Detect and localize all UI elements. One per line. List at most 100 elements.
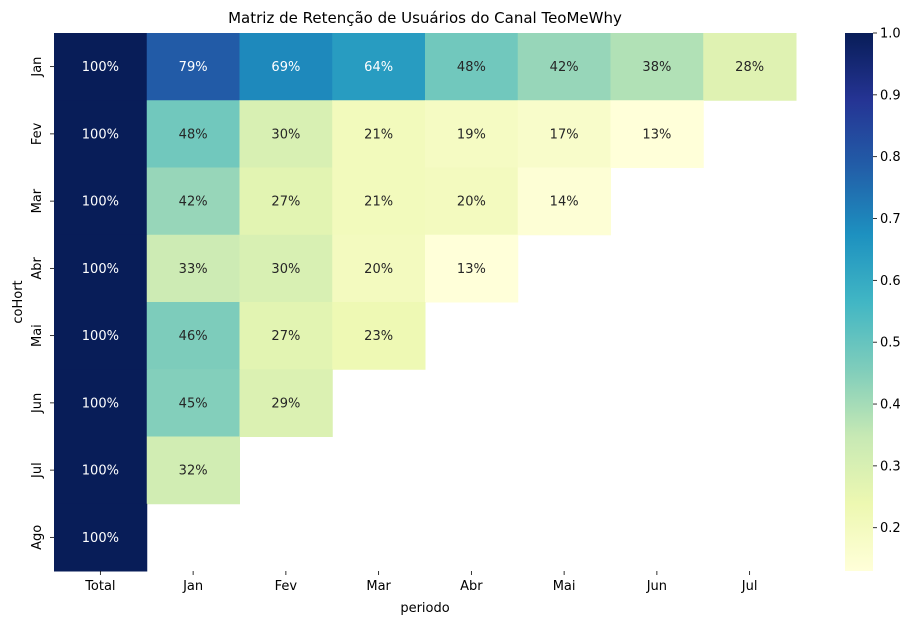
cell-mar-mar [332,167,426,236]
cell-fev-mar [332,100,426,168]
colorbar-tick-label: 0.6 [880,274,901,289]
cell-label: 29% [271,396,300,411]
cell-label: 17% [550,127,579,142]
cell-ago-total [54,503,148,572]
cell-label: 42% [179,195,208,210]
cell-fev-total [54,100,148,168]
cell-abr-abr [425,234,519,303]
y-tick-label: Fev [30,122,45,145]
cell-label: 21% [364,127,393,142]
cell-label: 27% [271,195,300,210]
x-tick-label: Mar [366,579,391,594]
cell-label: 20% [364,262,393,277]
cell-fev-abr [425,100,519,168]
cell-jun-fev [239,369,333,437]
cell-mai-mar [332,302,426,370]
cell-label: 21% [364,195,393,210]
colorbar-tick-label: 0.5 [880,336,901,351]
cell-mar-fev [239,167,333,236]
cell-label: 19% [457,127,486,142]
cell-jan-fev [239,33,333,101]
y-tick-label: Jul [30,462,45,479]
cell-jun-jan [146,369,240,437]
cell-jul-total [54,436,148,505]
x-tick-label: Fev [275,579,298,594]
cell-abr-mar [332,234,426,303]
x-tick-label: Jan [182,579,203,594]
cell-mar-abr [425,167,519,236]
y-axis-label: coHort [11,280,26,323]
x-tick-labels: Total Jan Fev Mar Abr Mai Jun Jul [84,571,757,594]
cell-label: 100% [82,262,119,277]
colorbar-tick-label: 0.3 [880,459,901,474]
cell-jan-jul [703,33,797,101]
y-tick-label: Mar [30,188,45,213]
colorbar-tick-label: 0.4 [880,398,901,413]
x-axis-label: periodo [400,601,449,616]
cell-label: 30% [271,127,300,142]
y-tick-labels: Jan Fev Mar Abr Mai Jun Jul Ago [30,57,54,550]
y-tick-label: Ago [30,525,45,550]
cell-label: 79% [179,60,208,75]
cell-label: 30% [271,262,300,277]
cell-label: 14% [550,195,579,210]
cell-abr-jan [146,234,240,303]
cell-label: 38% [642,60,671,75]
cell-mai-fev [239,302,333,370]
cell-label: 42% [550,60,579,75]
cell-mar-mai [517,167,611,236]
heatmap-cells: 100% 79% 69% 64% 48% 42% 38% 28% 100% 48% 30% 21% 19… [54,33,797,572]
colorbar-ticks: 0.2 0.3 0.4 0.5 0.6 0.7 0.8 0.9 1.0 [873,27,901,536]
cell-label: 20% [457,195,486,210]
cell-mai-total [54,302,148,370]
cell-jan-abr [425,33,519,101]
cell-label: 13% [457,262,486,277]
colorbar [845,33,873,571]
cell-fev-jan [146,100,240,168]
x-tick-label: Mai [553,579,576,594]
y-tick-label: Jan [30,57,45,78]
x-tick-label: Jun [646,579,667,594]
cell-label: 23% [364,329,393,344]
cell-jan-jan [146,33,240,101]
cell-label: 48% [179,127,208,142]
colorbar-tick-label: 0.9 [880,88,901,103]
cell-label: 69% [271,60,300,75]
cell-label: 48% [457,60,486,75]
cell-abr-total [54,234,148,303]
colorbar-tick-label: 0.2 [880,521,901,536]
x-tick-label: Jul [741,579,758,594]
cell-label: 100% [82,329,119,344]
cell-label: 32% [179,464,208,479]
cell-fev-mai [517,100,611,168]
cell-label: 100% [82,531,119,546]
x-tick-label: Total [84,579,115,594]
cell-jan-mai [517,33,611,101]
cell-jul-jan [146,436,240,505]
cell-label: 45% [179,396,208,411]
cell-jan-jun [610,33,704,101]
cell-mar-total [54,167,148,236]
colorbar-tick-label: 0.7 [880,212,901,227]
chart-title: Matriz de Retenção de Usuários do Canal … [228,9,622,27]
colorbar-tick-label: 1.0 [880,27,901,42]
cell-abr-fev [239,234,333,303]
cell-label: 100% [82,195,119,210]
cell-fev-jun [610,100,704,168]
cell-label: 100% [82,396,119,411]
cell-mar-jan [146,167,240,236]
cell-label: 28% [735,60,764,75]
colorbar-tick-label: 0.8 [880,150,901,165]
cell-label: 27% [271,329,300,344]
cell-jan-mar [332,33,426,101]
y-tick-label: Abr [30,256,45,279]
cell-label: 100% [82,60,119,75]
cell-label: 33% [179,262,208,277]
cell-fev-fev [239,100,333,168]
cell-jan-total [54,33,148,101]
y-tick-label: Mai [30,324,45,347]
cell-label: 13% [642,127,671,142]
cell-label: 64% [364,60,393,75]
x-tick-label: Abr [460,579,483,594]
